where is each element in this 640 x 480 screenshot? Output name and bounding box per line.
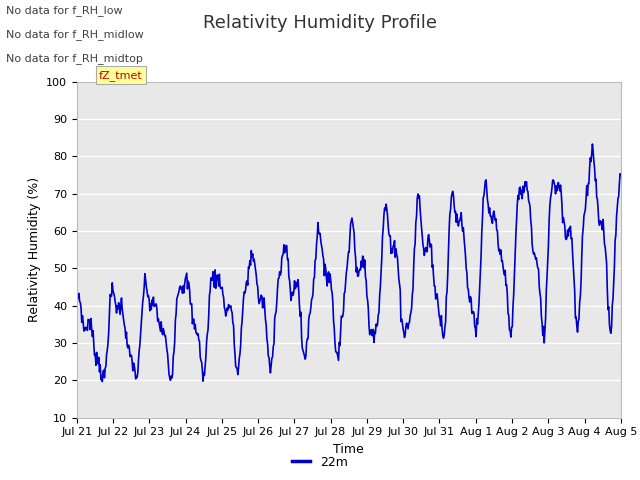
Y-axis label: Relativity Humidity (%): Relativity Humidity (%)	[28, 177, 40, 322]
Text: No data for f_RH_low: No data for f_RH_low	[6, 5, 123, 16]
X-axis label: Time: Time	[333, 443, 364, 456]
Text: No data for f_RH_midlow: No data for f_RH_midlow	[6, 29, 144, 40]
Text: No data for f_RH_midtop: No data for f_RH_midtop	[6, 53, 143, 64]
Text: Relativity Humidity Profile: Relativity Humidity Profile	[203, 14, 437, 33]
Legend: 22m: 22m	[287, 451, 353, 474]
Text: fZ_tmet: fZ_tmet	[99, 70, 143, 81]
